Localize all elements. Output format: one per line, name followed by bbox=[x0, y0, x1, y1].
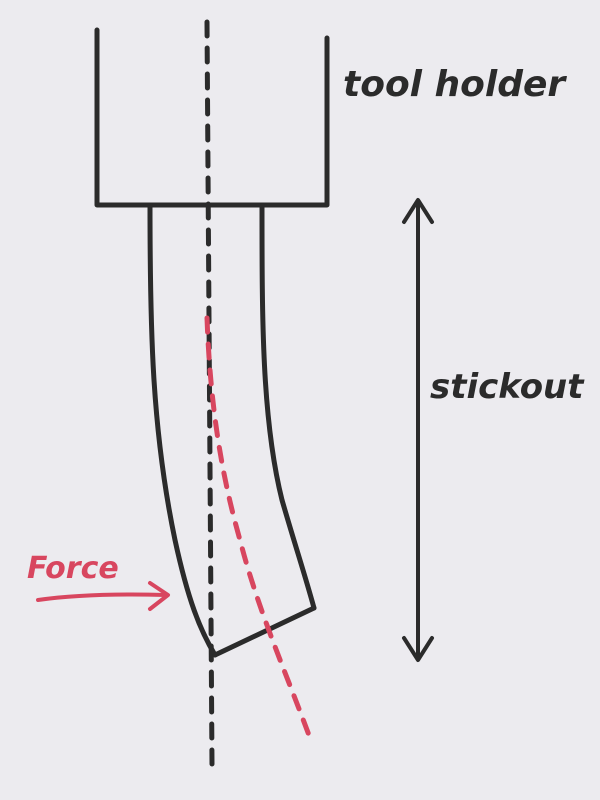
stickout-label: stickout bbox=[430, 367, 585, 407]
tool-centerline bbox=[204, 19, 215, 768]
tool-holder-label: tool holder bbox=[343, 64, 567, 105]
force-label: Force bbox=[27, 551, 119, 586]
force-arrow bbox=[36, 581, 170, 611]
tool-tip-edge bbox=[212, 605, 317, 658]
deflected-centerline bbox=[204, 315, 313, 741]
tool-left-edge bbox=[147, 202, 218, 658]
stickout-arrow bbox=[402, 198, 434, 662]
tool-right-edge bbox=[259, 202, 317, 611]
tool-holder-outline bbox=[94, 27, 330, 208]
